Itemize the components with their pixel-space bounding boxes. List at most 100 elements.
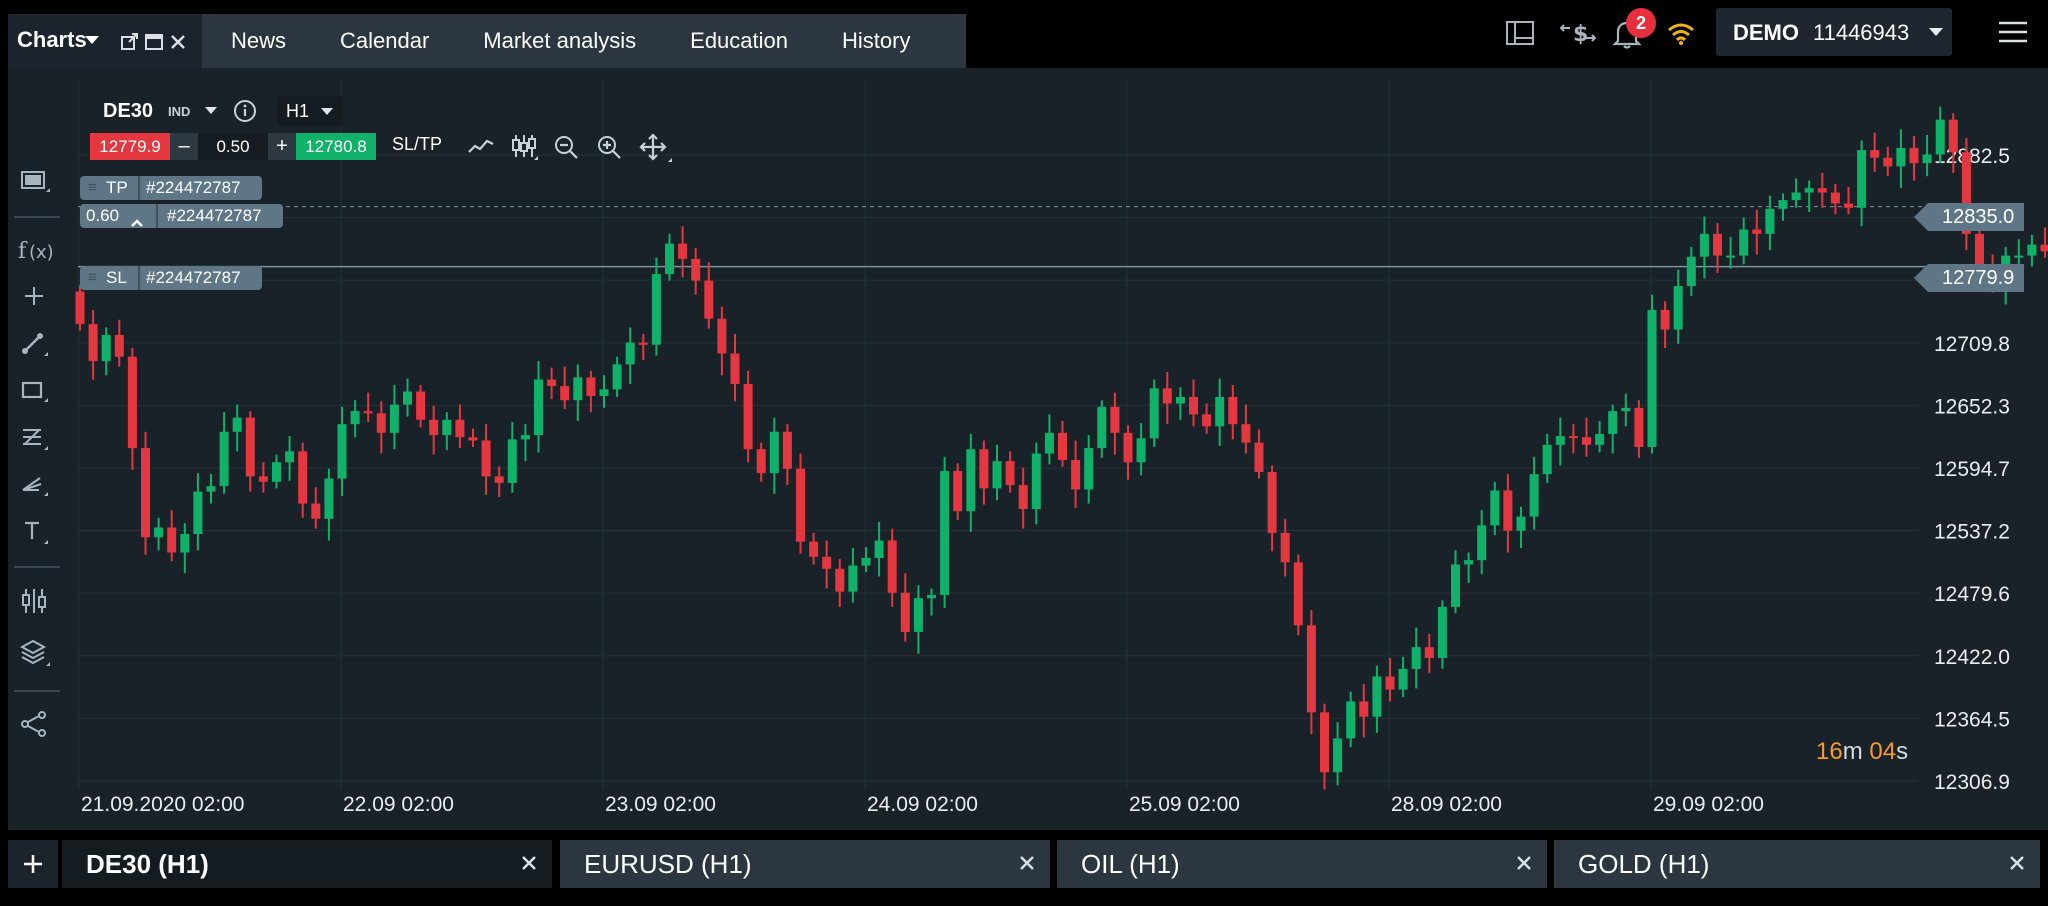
fibonacci-icon[interactable] (20, 424, 48, 452)
line-chart-icon[interactable] (467, 136, 495, 158)
volume-input[interactable] (198, 133, 268, 160)
sl-tp-button[interactable]: SL/TP (392, 134, 443, 154)
account-selector[interactable]: DEMO 11446943 (1716, 8, 1952, 56)
x-tick-label: 21.09.2020 02:00 (81, 793, 245, 816)
candle-body (114, 334, 124, 357)
position-tag[interactable]: 0.60 #224472787 (80, 204, 283, 228)
maximize-icon[interactable] (145, 34, 163, 50)
timeframe-selector[interactable]: H1 (277, 96, 343, 126)
close-icon[interactable] (1018, 854, 1036, 872)
x-tick-label: 24.09 02:00 (867, 793, 978, 816)
chart-tab-eurusd[interactable]: EURUSD (H1) (560, 840, 1050, 888)
toolbar-divider (14, 216, 60, 218)
candles-icon[interactable] (510, 132, 538, 162)
chevron-down-icon[interactable] (205, 107, 217, 114)
dollar-transfer-icon[interactable]: $ (1560, 18, 1596, 48)
candle-body (1752, 229, 1762, 234)
candle-body (1398, 668, 1408, 690)
candle-body (2040, 244, 2048, 252)
text-tool-icon[interactable] (20, 518, 48, 546)
candle-body (2027, 244, 2037, 256)
candle-body (848, 565, 858, 592)
sl-label: SL (106, 268, 127, 287)
candle-body (547, 379, 557, 387)
info-icon[interactable] (233, 99, 257, 123)
candle-body (769, 431, 779, 474)
indicators-fx-icon[interactable]: f (x) (18, 236, 52, 264)
countdown-seconds: 04 (1869, 738, 1897, 765)
candle-body (861, 557, 871, 566)
hamburger-menu-icon[interactable] (1998, 20, 2028, 44)
popout-icon[interactable] (120, 33, 140, 51)
take-profit-tag[interactable]: ≡ TP #224472787 (80, 176, 262, 200)
drag-handle-icon[interactable]: ≡ (88, 269, 97, 286)
candle-body (154, 527, 164, 538)
candle-body (1005, 461, 1015, 486)
tab-history[interactable]: History (842, 28, 911, 53)
buy-button[interactable]: 12780.8 (296, 133, 376, 160)
candle-body (1175, 396, 1185, 404)
candle-body (429, 419, 439, 436)
candle-body (1857, 150, 1867, 208)
chart-tab-gold[interactable]: GOLD (H1) (1554, 840, 2040, 888)
candle-body (560, 386, 570, 401)
chart-tab-de30[interactable]: DE30 (H1) (62, 840, 552, 888)
candle-body (1804, 188, 1814, 193)
rectangle-tool-icon[interactable] (20, 378, 48, 404)
charts-menu[interactable]: Charts (8, 14, 202, 68)
toolbar-divider (14, 690, 60, 692)
drag-handle-icon[interactable]: ≡ (88, 179, 97, 196)
candle-body (363, 411, 373, 414)
trendline-icon[interactable] (20, 330, 48, 358)
zoom-in-icon[interactable] (596, 134, 622, 160)
close-icon[interactable] (170, 34, 186, 50)
close-icon[interactable] (2008, 854, 2026, 872)
pitchfork-icon[interactable] (20, 470, 48, 498)
candle-body (1961, 152, 1971, 234)
candle-body (717, 318, 727, 354)
candle-body (1123, 432, 1133, 463)
y-tick-label: 12422.0 (1934, 646, 2010, 669)
candle-countdown: 16m 04s (1816, 738, 1908, 766)
tab-education[interactable]: Education (690, 28, 788, 53)
symbol-name[interactable]: DE30 (103, 100, 154, 122)
candle-body (442, 419, 452, 436)
chart-tab-oil[interactable]: OIL (H1) (1057, 840, 1547, 888)
chevron-up-icon[interactable] (130, 211, 144, 235)
candle-body (1713, 233, 1722, 256)
chart-tab-label: DE30 (H1) (86, 849, 209, 879)
volume-increase-button[interactable]: + (268, 133, 296, 160)
add-chart-button[interactable] (8, 840, 58, 888)
layers-icon[interactable] (20, 638, 50, 668)
layout-icon[interactable] (1505, 20, 1535, 46)
toolbar-divider (14, 566, 60, 568)
candle-body (1071, 460, 1081, 490)
candle-body (782, 431, 792, 469)
candle-body (927, 594, 936, 599)
position-order-id: #224472787 (167, 206, 262, 225)
candle-body (1044, 432, 1054, 454)
candlestick-chart[interactable]: 12882.512825.012767.412709.812652.312594… (8, 68, 2048, 830)
x-tick-label: 22.09 02:00 (343, 793, 454, 816)
chart-type-icon[interactable] (20, 168, 50, 196)
candle-body (1778, 200, 1788, 209)
charts-menu-label: Charts (17, 27, 87, 52)
stop-loss-tag[interactable]: ≡ SL #224472787 (80, 266, 262, 290)
zoom-out-icon[interactable] (553, 134, 579, 160)
candle-body (1359, 701, 1369, 717)
pan-move-icon[interactable] (638, 132, 672, 164)
sell-button[interactable]: 12779.9 (90, 133, 170, 160)
chart-panel[interactable]: 12882.512825.012767.412709.812652.312594… (8, 68, 2048, 830)
crosshair-plus-icon[interactable] (22, 284, 46, 308)
tab-market-analysis[interactable]: Market analysis (483, 28, 637, 53)
candle-body (324, 478, 334, 519)
candle-body (1634, 407, 1644, 448)
volume-decrease-button[interactable]: – (170, 133, 198, 160)
share-icon[interactable] (20, 710, 48, 738)
close-icon[interactable] (520, 854, 538, 872)
candle-body (874, 540, 884, 558)
close-icon[interactable] (1515, 854, 1533, 872)
tab-calendar[interactable]: Calendar (340, 28, 430, 53)
candle-settings-icon[interactable] (20, 586, 48, 616)
tab-news[interactable]: News (231, 28, 287, 53)
